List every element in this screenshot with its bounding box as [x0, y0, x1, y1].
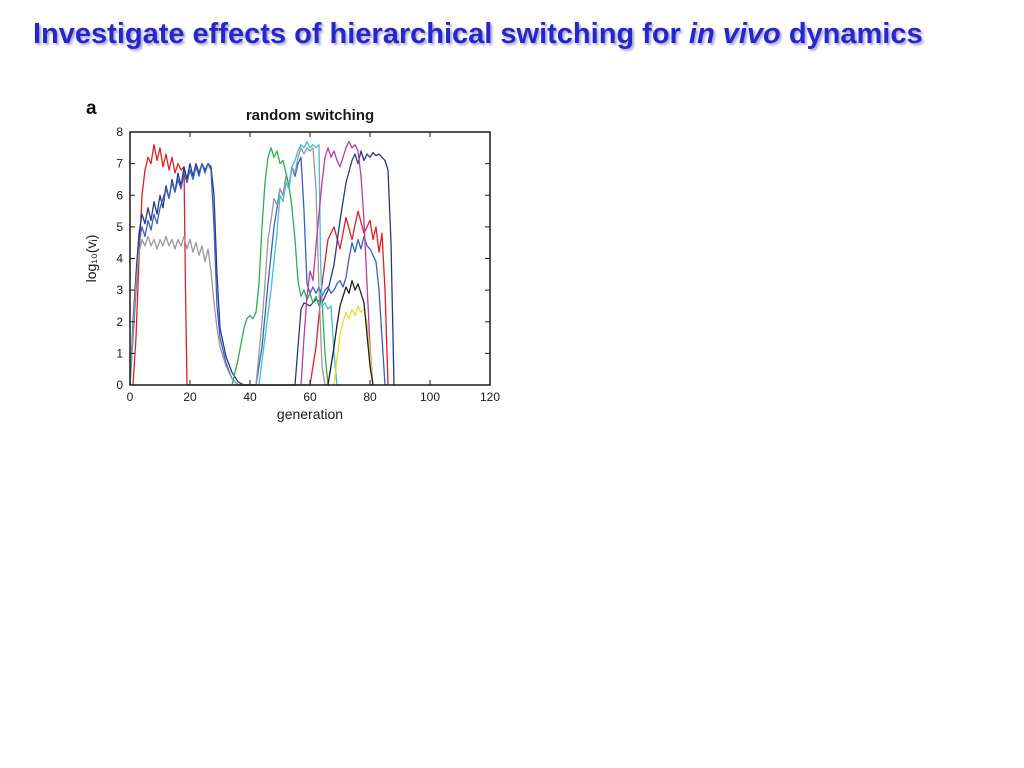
series-line-magenta [300, 140, 374, 386]
x-tick-label: 0 [127, 390, 134, 404]
y-tick-label: 0 [116, 378, 123, 392]
series-line-green [231, 147, 329, 386]
series-line-yellow [333, 305, 374, 386]
y-tick-label: 3 [116, 283, 123, 297]
x-tick-label: 40 [243, 390, 257, 404]
series-line-black [327, 279, 374, 386]
series-line-blue [129, 156, 386, 386]
series-line-gray [129, 147, 326, 386]
slide-title: Investigate effects of hierarchical swit… [33, 18, 993, 51]
x-tick-label: 80 [363, 390, 377, 404]
panel-label-a: a [86, 98, 97, 119]
x-tick-label: 100 [420, 390, 440, 404]
x-tick-label: 120 [480, 390, 500, 404]
x-axis-label: generation [277, 406, 343, 422]
random-switching-chart: random switching 0 20 40 60 80 100 120 0 1 2 3 4 5 6 7 8… [83, 107, 500, 422]
slide-title-italic: in vivo [688, 18, 781, 50]
chart-title: random switching [246, 107, 374, 124]
y-tick-label: 6 [116, 188, 123, 202]
y-tick-label: 1 [116, 346, 123, 360]
y-tick-label: 5 [116, 220, 123, 234]
x-tick-label: 60 [303, 390, 317, 404]
y-tick-label: 8 [116, 125, 123, 139]
slide-title-prefix: Investigate effects of hierarchical swit… [33, 18, 689, 50]
series-line-navy [129, 150, 395, 386]
x-tick-label: 20 [183, 390, 197, 404]
series-line-cyan [258, 140, 338, 386]
y-tick-label: 4 [116, 252, 123, 266]
y-tick-label: 7 [116, 157, 123, 171]
y-axis-label: log₁₀(vᵢ) [83, 235, 99, 283]
slide-title-suffix: dynamics [780, 18, 923, 50]
series-line-red [132, 144, 389, 386]
y-tick-label: 2 [116, 315, 123, 329]
